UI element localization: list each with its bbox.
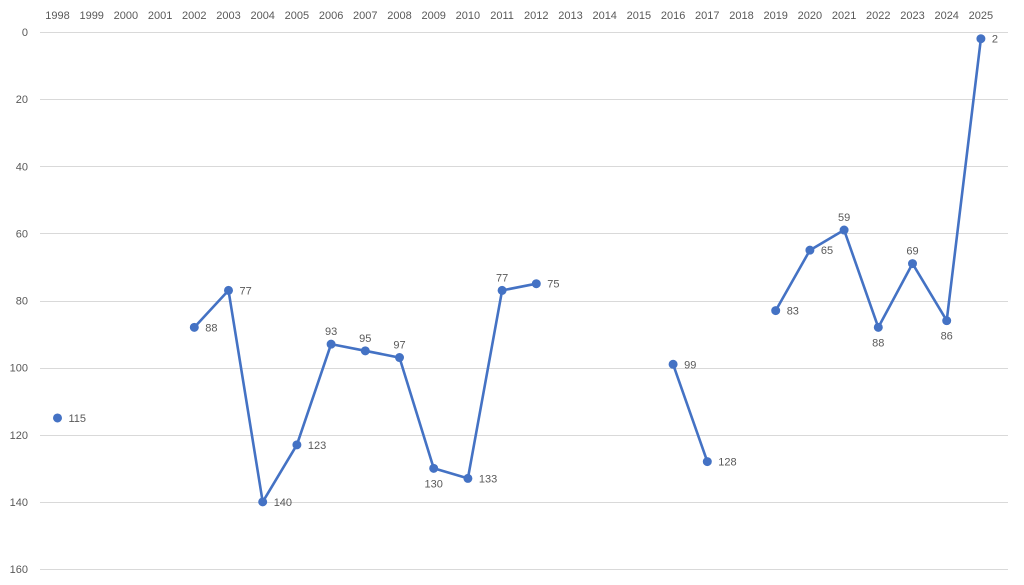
data-point-2019 [771, 306, 781, 316]
data-label-2010: 133 [479, 473, 497, 485]
data-point-2007 [360, 346, 370, 356]
x-tick-label: 2023 [900, 10, 924, 22]
y-axis: 0 20 40 60 80 100 120 140 160 [10, 27, 28, 576]
data-point-2022 [873, 322, 883, 332]
data-label-2023: 69 [906, 246, 918, 258]
x-tick-label: 2005 [285, 10, 309, 22]
data-label-2006: 93 [325, 326, 337, 338]
x-tick-label: 2001 [148, 10, 172, 22]
x-tick-label: 2025 [969, 10, 993, 22]
y-tick-label: 140 [10, 497, 28, 509]
data-point-2002 [189, 322, 199, 332]
data-label-2016: 99 [684, 359, 696, 371]
data-label-2020: 65 [821, 245, 833, 257]
x-tick-label: 2018 [729, 10, 753, 22]
y-tick-label: 160 [10, 564, 28, 576]
x-tick-label: 2006 [319, 10, 343, 22]
x-tick-label: 2015 [627, 10, 651, 22]
data-point-2008 [395, 353, 404, 363]
x-tick-label: 2000 [114, 10, 138, 22]
x-tick-label: 1999 [79, 10, 103, 22]
data-label-1998: 115 [69, 413, 87, 425]
x-tick-label: 2003 [216, 10, 240, 22]
data-label-2008: 97 [393, 340, 405, 352]
data-point-2017 [702, 457, 712, 467]
x-axis: 1998 1999 2000 2001 2002 2003 2004 2005 2006 2007… [45, 10, 993, 22]
y-tick-label: 0 [22, 27, 28, 39]
data-label-2017: 128 [718, 457, 736, 469]
gridlines [40, 32, 1008, 570]
series-lines [193, 37, 983, 504]
x-tick-label: 2021 [832, 10, 856, 22]
x-tick-label: 1998 [45, 10, 69, 22]
data-label-2007: 95 [359, 333, 371, 345]
data-point-2005 [292, 440, 302, 450]
x-tick-label: 2002 [182, 10, 206, 22]
x-tick-label: 2016 [661, 10, 685, 22]
data-label-2024: 86 [941, 331, 953, 343]
x-tick-label: 2017 [695, 10, 719, 22]
data-label-2004: 140 [274, 497, 292, 509]
data-label-2025: 2 [992, 34, 998, 46]
data-point-2024 [942, 316, 952, 326]
y-tick-label: 80 [16, 296, 28, 308]
data-points [53, 34, 986, 507]
y-tick-label: 60 [16, 228, 28, 240]
x-tick-label: 2024 [934, 10, 958, 22]
data-point-2021 [839, 225, 849, 235]
data-point-2003 [224, 285, 233, 295]
data-point-1998 [53, 413, 62, 423]
data-point-2011 [497, 285, 507, 295]
data-label-2012: 75 [547, 279, 559, 291]
series-line-segment [671, 362, 709, 463]
data-point-2016 [668, 359, 678, 369]
data-point-2010 [463, 473, 473, 483]
data-label-2019: 83 [787, 306, 799, 318]
data-point-2023 [908, 259, 917, 269]
data-point-2004 [258, 497, 268, 507]
x-tick-label: 2007 [353, 10, 377, 22]
x-tick-label: 2022 [866, 10, 890, 22]
x-tick-label: 2009 [421, 10, 445, 22]
series-line-segment [193, 282, 538, 504]
data-label-2011: 77 [496, 272, 508, 284]
y-tick-label: 20 [16, 94, 28, 106]
data-point-2012 [531, 279, 541, 289]
data-label-2009: 130 [425, 478, 443, 490]
data-labels: 115 88 77 140 123 93 95 97 130 133 77 75 99 128 83 65 59… [69, 34, 999, 509]
data-label-2005: 123 [308, 440, 326, 452]
data-label-2021: 59 [838, 212, 850, 224]
y-tick-label: 120 [10, 430, 28, 442]
data-point-2006 [326, 339, 336, 349]
x-tick-label: 2011 [490, 10, 514, 22]
y-tick-label: 100 [10, 363, 28, 375]
x-tick-label: 2014 [592, 10, 616, 22]
data-label-2003: 77 [240, 285, 252, 297]
x-tick-label: 2012 [524, 10, 548, 22]
x-tick-label: 2020 [798, 10, 822, 22]
data-point-2020 [805, 245, 815, 255]
x-tick-label: 2013 [558, 10, 582, 22]
data-point-2009 [429, 463, 439, 473]
data-point-2025 [976, 34, 986, 44]
x-tick-label: 2019 [763, 10, 787, 22]
x-tick-label: 2008 [387, 10, 411, 22]
x-tick-label: 2004 [250, 10, 274, 22]
data-label-2022: 88 [872, 337, 884, 349]
data-label-2002: 88 [205, 322, 217, 334]
y-tick-label: 40 [16, 161, 28, 173]
x-tick-label: 2010 [456, 10, 480, 22]
series-line-segment [774, 37, 983, 329]
